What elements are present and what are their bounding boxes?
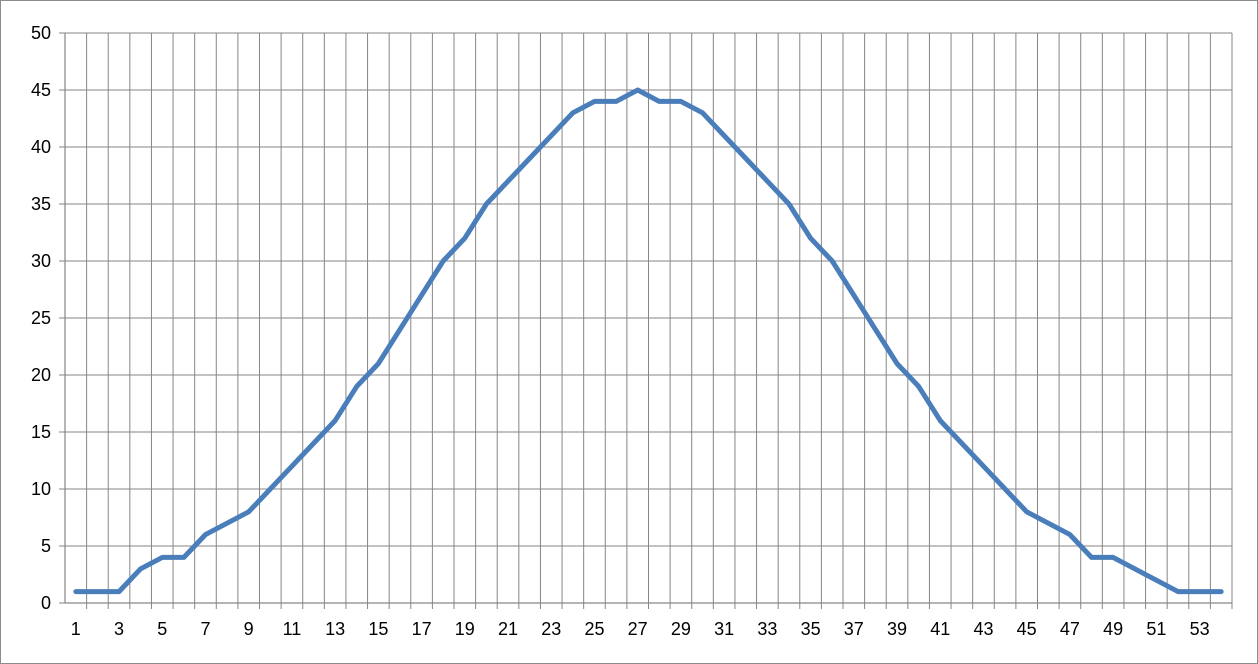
- x-tick-label: 1: [71, 619, 81, 639]
- x-tick-label: 33: [757, 619, 777, 639]
- x-tick-label: 35: [801, 619, 821, 639]
- y-tick-label: 40: [31, 137, 51, 157]
- series-line-1: [73, 87, 1224, 595]
- x-tick-label: 49: [1103, 619, 1123, 639]
- x-tick-label: 19: [455, 619, 475, 639]
- x-tick-label: 3: [114, 619, 124, 639]
- y-tick-label: 35: [31, 194, 51, 214]
- x-tick-label: 27: [628, 619, 648, 639]
- x-tick-label: 23: [541, 619, 561, 639]
- y-tick-label: 15: [31, 422, 51, 442]
- x-tick-label: 39: [887, 619, 907, 639]
- x-tick-label: 11: [283, 619, 302, 639]
- x-tick-label: 43: [973, 619, 993, 639]
- x-tick-label: 13: [325, 619, 345, 639]
- x-tick-label: 17: [412, 619, 432, 639]
- x-tick-label: 45: [1017, 619, 1037, 639]
- x-axis-tick-labels: 1 3 5 7 9 11 13 15 17 19 21 23 25 27 29 31 33 35 37 39 41 43 4…: [71, 619, 1210, 639]
- x-tick-label: 15: [368, 619, 388, 639]
- x-tick-label: 41: [930, 619, 950, 639]
- x-tick-label: 51: [1146, 619, 1166, 639]
- axes: [59, 32, 1232, 604]
- x-tick-label: 7: [200, 619, 210, 639]
- y-tick-label: 0: [41, 593, 51, 613]
- y-axis-tick-labels: 0 5 10 15 20 25 30 35 40 45 50: [31, 23, 51, 613]
- y-tick-label: 10: [31, 479, 51, 499]
- y-tick-label: 20: [31, 365, 51, 385]
- x-tick-label: 9: [244, 619, 254, 639]
- x-tick-label: 21: [498, 619, 518, 639]
- x-tick-label: 29: [671, 619, 691, 639]
- y-tick-label: 50: [31, 23, 51, 43]
- x-tick-label: 37: [844, 619, 864, 639]
- x-tick-label: 53: [1190, 619, 1210, 639]
- x-tick-label: 25: [584, 619, 604, 639]
- x-tick-label: 5: [157, 619, 167, 639]
- series-lines: [73, 87, 1224, 595]
- x-tick-label: 47: [1060, 619, 1080, 639]
- y-tick-label: 30: [31, 251, 51, 271]
- y-tick-label: 45: [31, 80, 51, 100]
- vertical-gridlines: [64, 33, 1233, 609]
- y-tick-label: 25: [31, 308, 51, 328]
- y-tick-label: 5: [41, 536, 51, 556]
- x-tick-label: 31: [714, 619, 734, 639]
